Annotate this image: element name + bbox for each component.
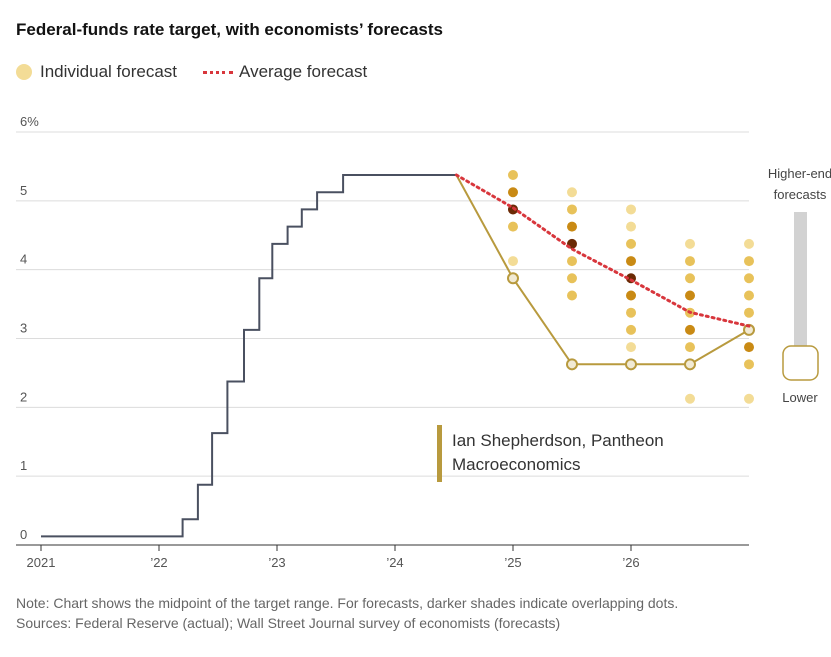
forecast-dot xyxy=(626,307,636,318)
side-legend-gray-bar xyxy=(794,212,807,352)
highlight-forecast-point xyxy=(566,358,578,371)
forecast-dot xyxy=(626,204,636,215)
annotation-bar xyxy=(437,425,442,482)
y-tick-label: 6% xyxy=(20,114,39,129)
y-tick-label: 4 xyxy=(20,252,27,267)
forecast-dot xyxy=(508,170,518,181)
forecast-dot xyxy=(685,273,695,284)
highlight-forecast-line xyxy=(455,174,750,366)
x-tick-label: ’24 xyxy=(386,555,403,570)
x-tick-label: 2021 xyxy=(27,555,56,570)
side-legend-box xyxy=(782,345,819,381)
forecast-dot xyxy=(744,290,754,301)
y-tick-label: 3 xyxy=(20,321,27,336)
forecast-dot xyxy=(626,342,636,353)
forecast-dot xyxy=(744,359,754,370)
legend-average-label: Average forecast xyxy=(239,62,368,81)
forecast-dot xyxy=(685,256,695,267)
highlight-forecast-point xyxy=(507,272,519,285)
side-legend: Higher-end forecasts Lower xyxy=(768,166,831,405)
legend-individual-label: Individual forecast xyxy=(40,62,178,81)
highlight-forecast-point xyxy=(684,358,696,371)
series-lines xyxy=(41,173,755,538)
forecast-dot xyxy=(744,342,754,353)
forecast-dot xyxy=(744,307,754,318)
gridlines xyxy=(16,131,749,477)
forecast-dot xyxy=(567,273,577,284)
annotation-line1: Ian Shepherdson, Pantheon xyxy=(452,431,664,450)
y-tick-label: 0 xyxy=(20,527,27,542)
forecast-dot xyxy=(685,290,695,301)
forecast-dot xyxy=(744,238,754,249)
forecast-dots xyxy=(508,170,754,404)
x-tick-label: ’25 xyxy=(504,555,521,570)
forecast-dot xyxy=(508,187,518,198)
side-legend-bottom: Lower xyxy=(782,390,818,405)
annotation: Ian Shepherdson, Pantheon Macroeconomics xyxy=(437,425,664,482)
side-legend-top-line2: forecasts xyxy=(774,187,827,202)
forecast-dot xyxy=(685,238,695,249)
legend-average-dotted-line-icon xyxy=(203,70,234,74)
forecast-dot xyxy=(626,324,636,335)
legend-individual-dot-icon xyxy=(16,64,32,80)
chart-title: Federal-funds rate target, with economis… xyxy=(16,20,444,39)
y-tick-label: 5 xyxy=(20,183,27,198)
forecast-dot xyxy=(685,324,695,335)
annotation-line2: Macroeconomics xyxy=(452,455,581,474)
y-axis-ticks: 0 1 2 3 4 5 6% xyxy=(20,114,39,542)
forecast-dot xyxy=(508,221,518,232)
forecast-dot xyxy=(626,238,636,249)
x-axis: 2021 ’22 ’23 ’24 ’25 ’26 xyxy=(16,544,749,570)
forecast-dot xyxy=(626,256,636,267)
chart-plot: 0 1 2 3 4 5 6% 2021 ’22 ’23 ’24 ’25 ’26 Ian Shepher… xyxy=(16,114,831,570)
forecast-dot xyxy=(567,204,577,215)
y-tick-label: 2 xyxy=(20,389,27,404)
forecast-dot xyxy=(744,273,754,284)
forecast-dot xyxy=(567,290,577,301)
footnote: Note: Chart shows the midpoint of the ta… xyxy=(16,593,678,633)
forecast-dot xyxy=(744,256,754,267)
forecast-dot xyxy=(685,393,695,404)
forecast-dot xyxy=(744,393,754,404)
average-forecast-line xyxy=(454,173,751,328)
note-text: Note: Chart shows the midpoint of the ta… xyxy=(16,595,679,611)
forecast-dot xyxy=(685,342,695,353)
forecast-dot xyxy=(626,221,636,232)
chart-legend: Individual forecast Average forecast xyxy=(16,60,393,84)
actual-rate-line xyxy=(41,174,457,538)
forecast-dot xyxy=(567,256,577,267)
forecast-dot xyxy=(567,221,577,232)
highlight-forecast-point xyxy=(625,358,637,371)
x-tick-label: ’22 xyxy=(150,555,167,570)
x-tick-label: ’23 xyxy=(268,555,285,570)
forecast-dot xyxy=(626,290,636,301)
x-tick-label: ’26 xyxy=(622,555,639,570)
forecast-dot xyxy=(508,256,518,267)
legend-individual: Individual forecast xyxy=(16,62,177,82)
forecast-dot xyxy=(567,187,577,198)
y-tick-label: 1 xyxy=(20,458,27,473)
side-legend-top-line1: Higher-end xyxy=(768,166,831,181)
sources-text: Sources: Federal Reserve (actual); Wall … xyxy=(16,615,561,631)
legend-average: Average forecast xyxy=(203,62,367,82)
